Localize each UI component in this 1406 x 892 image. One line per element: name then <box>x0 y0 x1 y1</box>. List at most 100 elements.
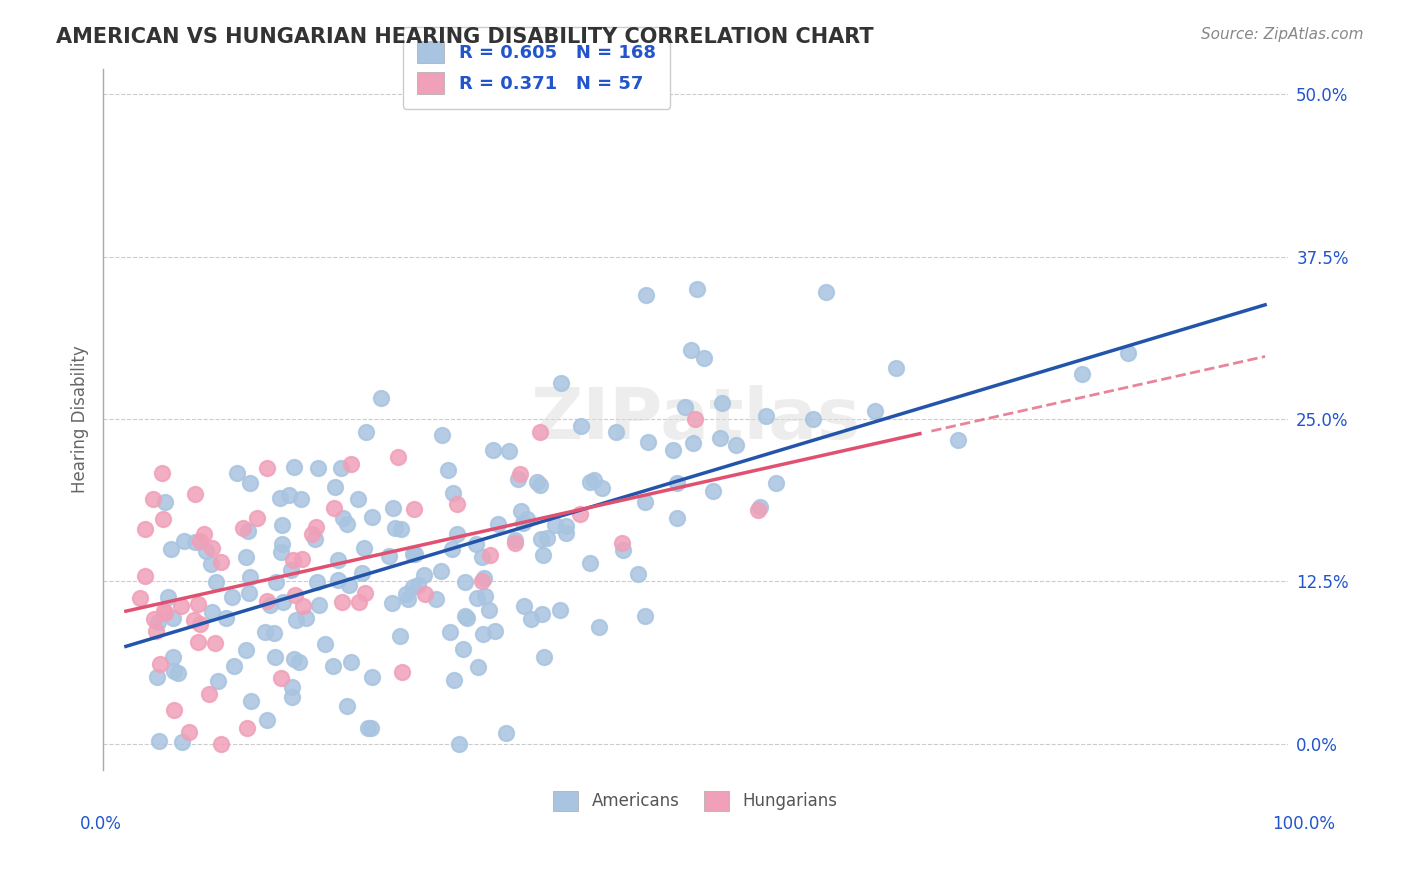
Point <box>404 547 426 561</box>
Point <box>519 612 541 626</box>
Point <box>155 606 177 620</box>
Point <box>555 525 578 540</box>
Point <box>679 343 702 357</box>
Point <box>1070 367 1092 381</box>
Point <box>395 587 418 601</box>
Point <box>352 566 374 580</box>
Point <box>402 548 425 562</box>
Point <box>314 637 336 651</box>
Point <box>486 517 509 532</box>
Point <box>128 591 150 606</box>
Point <box>665 511 688 525</box>
Point <box>533 548 555 562</box>
Point <box>360 670 382 684</box>
Point <box>396 591 419 606</box>
Point <box>467 591 489 605</box>
Point <box>634 495 657 509</box>
Point <box>503 536 526 550</box>
Point <box>516 512 538 526</box>
Point <box>187 598 209 612</box>
Point <box>184 535 207 549</box>
Point <box>146 615 169 629</box>
Point <box>167 665 190 680</box>
Point <box>389 522 412 536</box>
Point <box>153 495 176 509</box>
Point <box>270 517 292 532</box>
Point <box>526 475 548 490</box>
Point <box>215 610 238 624</box>
Point <box>194 544 217 558</box>
Point <box>569 507 592 521</box>
Point <box>747 502 769 516</box>
Point <box>634 288 657 302</box>
Point <box>815 285 838 300</box>
Point <box>225 467 247 481</box>
Point <box>201 605 224 619</box>
Point <box>709 430 731 444</box>
Point <box>291 599 314 613</box>
Point <box>505 533 527 547</box>
Point <box>370 391 392 405</box>
Point <box>239 475 262 490</box>
Point <box>554 519 576 533</box>
Legend: Americans, Hungarians: Americans, Hungarians <box>547 784 845 818</box>
Point <box>142 491 165 506</box>
Point <box>749 500 772 514</box>
Point <box>188 616 211 631</box>
Point <box>474 590 496 604</box>
Point <box>509 467 531 481</box>
Point <box>163 703 186 717</box>
Point <box>443 673 465 687</box>
Point <box>946 433 969 447</box>
Text: 100.0%: 100.0% <box>1272 815 1336 833</box>
Point <box>441 541 464 556</box>
Point <box>308 598 330 612</box>
Point <box>356 425 378 439</box>
Point <box>235 721 257 735</box>
Point <box>439 625 461 640</box>
Point <box>239 570 262 584</box>
Point <box>291 551 314 566</box>
Point <box>389 629 412 643</box>
Point <box>437 463 460 477</box>
Point <box>360 721 382 735</box>
Point <box>361 510 384 524</box>
Point <box>478 603 501 617</box>
Point <box>184 486 207 500</box>
Point <box>307 460 329 475</box>
Point <box>170 599 193 613</box>
Point <box>536 531 558 545</box>
Point <box>256 713 278 727</box>
Point <box>347 595 370 609</box>
Point <box>177 725 200 739</box>
Point <box>156 591 179 605</box>
Point <box>170 734 193 748</box>
Point <box>544 518 567 533</box>
Point <box>464 537 486 551</box>
Point <box>162 611 184 625</box>
Point <box>381 501 404 516</box>
Point <box>666 475 689 490</box>
Point <box>498 444 520 458</box>
Point <box>232 521 254 535</box>
Point <box>222 659 245 673</box>
Point <box>183 613 205 627</box>
Point <box>801 411 824 425</box>
Point <box>682 436 704 450</box>
Point <box>340 457 363 471</box>
Point <box>413 587 436 601</box>
Point <box>637 435 659 450</box>
Point <box>384 521 406 535</box>
Point <box>330 595 353 609</box>
Point <box>513 599 536 614</box>
Point <box>323 480 346 494</box>
Point <box>198 687 221 701</box>
Point <box>693 351 716 366</box>
Point <box>269 491 291 505</box>
Point <box>337 578 360 592</box>
Point <box>246 511 269 525</box>
Point <box>884 361 907 376</box>
Point <box>280 562 302 576</box>
Point <box>484 624 506 639</box>
Point <box>533 650 555 665</box>
